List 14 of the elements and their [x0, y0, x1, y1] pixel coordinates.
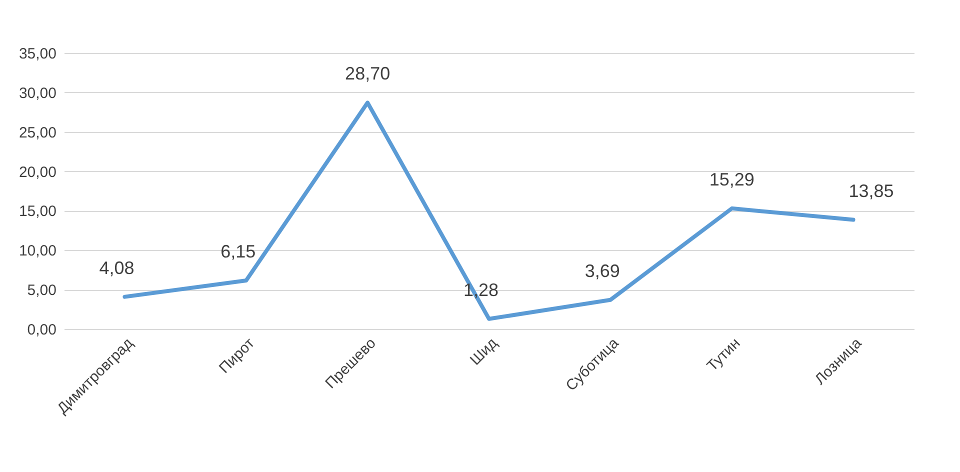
data-label: 3,69 [584, 260, 620, 281]
y-tick-label: 25,00 [18, 124, 56, 142]
y-tick-label: 30,00 [18, 84, 56, 102]
y-tick-label: 10,00 [18, 242, 56, 260]
data-label: 4,08 [99, 258, 134, 278]
y-tick-label: 0,00 [27, 322, 56, 338]
y-tick-label: 5,00 [27, 282, 56, 300]
data-label: 13,85 [848, 180, 894, 201]
data-label: 15,29 [709, 169, 754, 190]
data-label: 6,15 [220, 242, 256, 262]
y-tick-label: 20,00 [18, 164, 56, 181]
data-label: 28,70 [345, 64, 390, 84]
y-tick-label: 35,00 [18, 46, 56, 62]
y-tick-label: 15,00 [18, 203, 56, 220]
